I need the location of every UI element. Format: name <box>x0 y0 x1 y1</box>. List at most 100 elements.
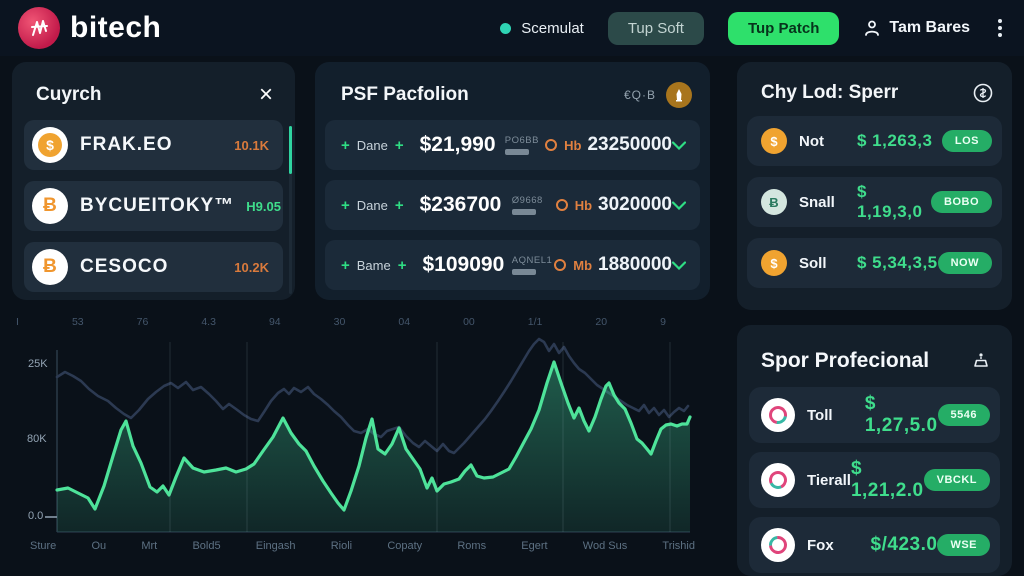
order-value: $ 5,34,3,5 <box>857 253 938 272</box>
watchlist-panel: Cuyrch × $ FRAK.EO 10.1K Ƀ BYCUEITOKY™ H… <box>12 62 295 300</box>
row-code: Ø9668 <box>511 195 543 206</box>
row-price: $21,990 <box>419 133 496 156</box>
chart-top-tick: 76 <box>136 316 149 328</box>
close-icon[interactable]: × <box>258 81 273 108</box>
pro-label: Toll <box>807 406 833 424</box>
portfolio-panel: PSF Pacfolion €Q·B + Dane + $21,990 PO6B… <box>315 62 710 300</box>
coin-icon: $ <box>761 128 787 154</box>
row-label: Bame <box>356 257 391 273</box>
pro-panel: Spor Profecional Toll $ 1,27,5.0 5546 Ti… <box>737 325 1012 576</box>
rocket-icon[interactable] <box>666 82 692 108</box>
chart-x-label: Ou <box>91 540 107 552</box>
status-label: Scemulat <box>521 19 584 37</box>
chevron-down-icon[interactable] <box>672 200 686 210</box>
portfolio-row[interactable]: + Bame + $109090 AQNEL1 Mb 1880000 <box>325 240 700 290</box>
portfolio-meta: €Q·B <box>623 88 656 102</box>
pro-label: Fox <box>807 536 834 554</box>
plus-icon: + <box>341 256 350 274</box>
status-indicator[interactable]: Scemulat <box>500 20 584 37</box>
asset-value: 10.1K <box>234 137 269 153</box>
orders-title: Chy Lod: Sperr <box>761 82 899 103</box>
chart-x-label: Trishid <box>662 540 695 552</box>
pro-value: $/423.0 <box>870 534 938 555</box>
ring-icon <box>554 259 567 271</box>
chart-x-label: Mrt <box>141 540 158 552</box>
order-label: Not <box>799 132 824 150</box>
watchlist-item[interactable]: Ƀ CESOCO 10.2K <box>24 242 283 292</box>
plus-icon: + <box>397 256 407 274</box>
row-label: Dane <box>356 197 388 213</box>
pro-title: Spor Profecional <box>761 349 930 372</box>
chart-top-tick: 1/1 <box>527 316 543 328</box>
order-value: $ 1,263,3 <box>857 131 933 150</box>
pro-value: $ 1,21,2.0 <box>850 458 924 501</box>
kebab-menu-icon[interactable] <box>994 15 1006 41</box>
asset-name: FRAK.EO <box>80 134 173 155</box>
logo: bitech <box>18 7 161 49</box>
y-tick: 80K <box>27 433 47 445</box>
chart-top-tick: 04 <box>398 316 411 328</box>
row-code: AQNEL1 <box>511 255 553 266</box>
status-badge: VBCKL <box>923 469 990 491</box>
user-name: Tam Bares <box>889 19 970 36</box>
y-tick: 25K <box>28 358 48 370</box>
price-chart: I 53 76 4.3 94 30 04 00 1/1 20 9 25K 80K 0.0 Sture… <box>0 300 720 576</box>
token-icon <box>761 463 795 497</box>
row-amount: 1880000 <box>598 254 672 275</box>
top-bar: bitech Scemulat Tup Soft Tup Patch Tam B… <box>0 0 1024 56</box>
logo-icon <box>18 7 60 49</box>
order-label: Soll <box>799 254 827 272</box>
chart-top-tick: 00 <box>463 316 475 328</box>
coin-icon: Ƀ <box>32 188 68 224</box>
asset-value: H9.05 <box>246 198 281 214</box>
chart-x-label: Bold5 <box>192 540 221 552</box>
code-bar <box>511 269 536 275</box>
asset-name: BYCUEITOKY™ <box>80 195 235 216</box>
ring-icon <box>555 199 568 211</box>
row-code: PO6BB <box>504 135 539 146</box>
portfolio-row[interactable]: + Dane + $236700 Ø9668 Hb 3020000 <box>325 180 700 230</box>
coin-icon: $ <box>761 250 787 276</box>
chart-top-tick: 30 <box>333 316 346 328</box>
watchlist-item[interactable]: Ƀ BYCUEITOKY™ H9.05 <box>24 181 283 231</box>
chart-top-tick: I <box>16 316 19 328</box>
row-unit: Hb <box>564 137 582 153</box>
secondary-action-button[interactable]: Tup Soft <box>607 11 704 45</box>
order-row[interactable]: $ Soll $ 5,34,3,5 NOW <box>747 238 1002 288</box>
row-unit: Hb <box>574 197 593 213</box>
ring-icon <box>545 139 558 151</box>
pro-row[interactable]: Fox $/423.0 WSE <box>749 517 1000 573</box>
code-bar <box>504 149 529 155</box>
row-label: Dane <box>356 137 388 153</box>
portfolio-row[interactable]: + Dane + $21,990 PO6BB Hb 23250000 <box>325 120 700 170</box>
chart-top-tick: 53 <box>71 316 84 328</box>
scrollbar-track <box>289 126 292 294</box>
chevron-down-icon[interactable] <box>672 260 686 270</box>
order-label: Snall <box>799 193 835 211</box>
watchlist-item[interactable]: $ FRAK.EO 10.1K <box>24 120 283 170</box>
row-price: $109090 <box>422 253 505 276</box>
coin-outline-icon[interactable] <box>972 82 994 104</box>
plus-icon: + <box>394 196 404 214</box>
chevron-down-icon[interactable] <box>672 140 686 150</box>
app-title: bitech <box>70 11 162 44</box>
status-badge: 5546 <box>937 404 990 426</box>
row-unit: Mb <box>573 257 593 273</box>
plus-icon: + <box>341 196 350 214</box>
order-row[interactable]: $ Not $ 1,263,3 LOS <box>747 116 1002 166</box>
row-amount: 3020000 <box>598 194 672 215</box>
primary-action-button[interactable]: Tup Patch <box>727 11 840 45</box>
pro-row[interactable]: Tierall $ 1,21,2.0 VBCKL <box>749 452 1000 508</box>
chart-top-tick: 20 <box>595 316 608 328</box>
order-row[interactable]: Ƀ Snall $ 1,19,3,0 BOBO <box>747 177 1002 227</box>
chart-svg <box>45 337 692 533</box>
user-menu[interactable]: Tam Bares <box>863 19 970 37</box>
chart-top-tick: 4.3 <box>201 316 216 328</box>
pro-label: Tierall <box>807 471 851 489</box>
briefcase-icon[interactable] <box>970 350 992 372</box>
pro-row[interactable]: Toll $ 1,27,5.0 5546 <box>749 387 1000 443</box>
scrollbar-thumb[interactable] <box>289 126 292 174</box>
token-icon <box>761 398 795 432</box>
chart-x-label: Roms <box>457 540 487 552</box>
chart-x-label: Eingash <box>255 540 296 552</box>
